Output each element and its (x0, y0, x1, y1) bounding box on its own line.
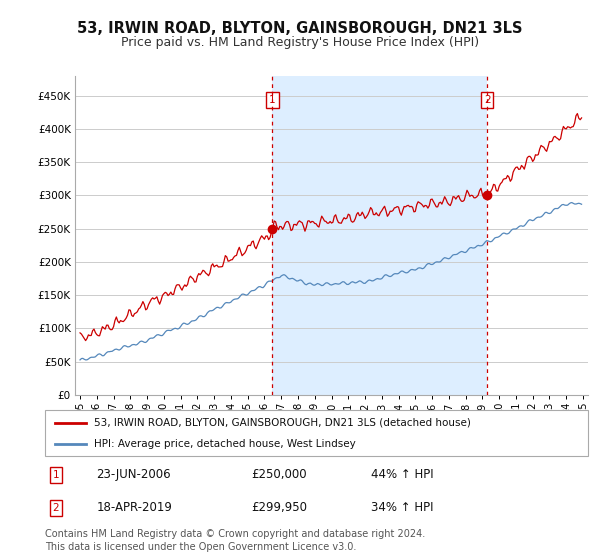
Text: 53, IRWIN ROAD, BLYTON, GAINSBOROUGH, DN21 3LS (detached house): 53, IRWIN ROAD, BLYTON, GAINSBOROUGH, DN… (94, 418, 471, 428)
Bar (272, 76, 487, 395)
Text: £250,000: £250,000 (251, 468, 307, 482)
Text: 18-APR-2019: 18-APR-2019 (97, 501, 172, 515)
Text: £299,950: £299,950 (251, 501, 307, 515)
Text: 1: 1 (269, 95, 275, 105)
Text: 23-JUN-2006: 23-JUN-2006 (97, 468, 171, 482)
Text: 53, IRWIN ROAD, BLYTON, GAINSBOROUGH, DN21 3LS: 53, IRWIN ROAD, BLYTON, GAINSBOROUGH, DN… (77, 21, 523, 36)
Text: 1: 1 (53, 470, 59, 480)
Text: 2: 2 (484, 95, 491, 105)
Text: Price paid vs. HM Land Registry's House Price Index (HPI): Price paid vs. HM Land Registry's House … (121, 36, 479, 49)
Text: 2: 2 (53, 503, 59, 513)
Text: HPI: Average price, detached house, West Lindsey: HPI: Average price, detached house, West… (94, 439, 356, 449)
Text: 44% ↑ HPI: 44% ↑ HPI (371, 468, 433, 482)
Text: Contains HM Land Registry data © Crown copyright and database right 2024.
This d: Contains HM Land Registry data © Crown c… (45, 529, 425, 552)
Text: 34% ↑ HPI: 34% ↑ HPI (371, 501, 433, 515)
